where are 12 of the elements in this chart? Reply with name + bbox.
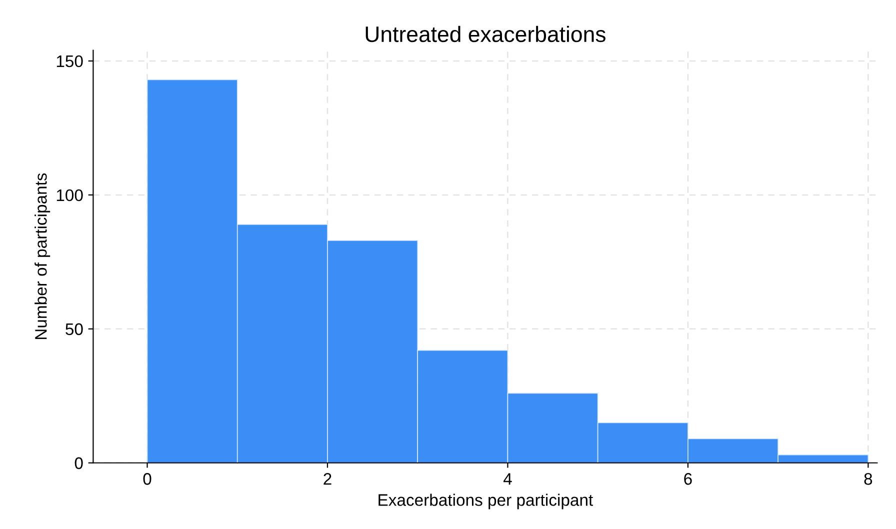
x-axis-title: Exacerbations per participant: [378, 494, 593, 510]
y-tick-label: 150: [56, 55, 83, 68]
y-tick-label: 100: [56, 189, 83, 202]
chart-title: Untreated exacerbations: [366, 26, 606, 42]
x-tick-label: 6: [684, 473, 692, 485]
x-tick-label: 8: [864, 473, 872, 485]
x-tick-label: 2: [324, 473, 332, 485]
x-tick-label: 4: [503, 473, 512, 485]
y-tick-label: 50: [66, 323, 83, 336]
y-axis-title: Number of participants: [34, 173, 50, 340]
x-tick-label: 0: [143, 473, 152, 485]
y-tick-label: 0: [74, 457, 83, 470]
